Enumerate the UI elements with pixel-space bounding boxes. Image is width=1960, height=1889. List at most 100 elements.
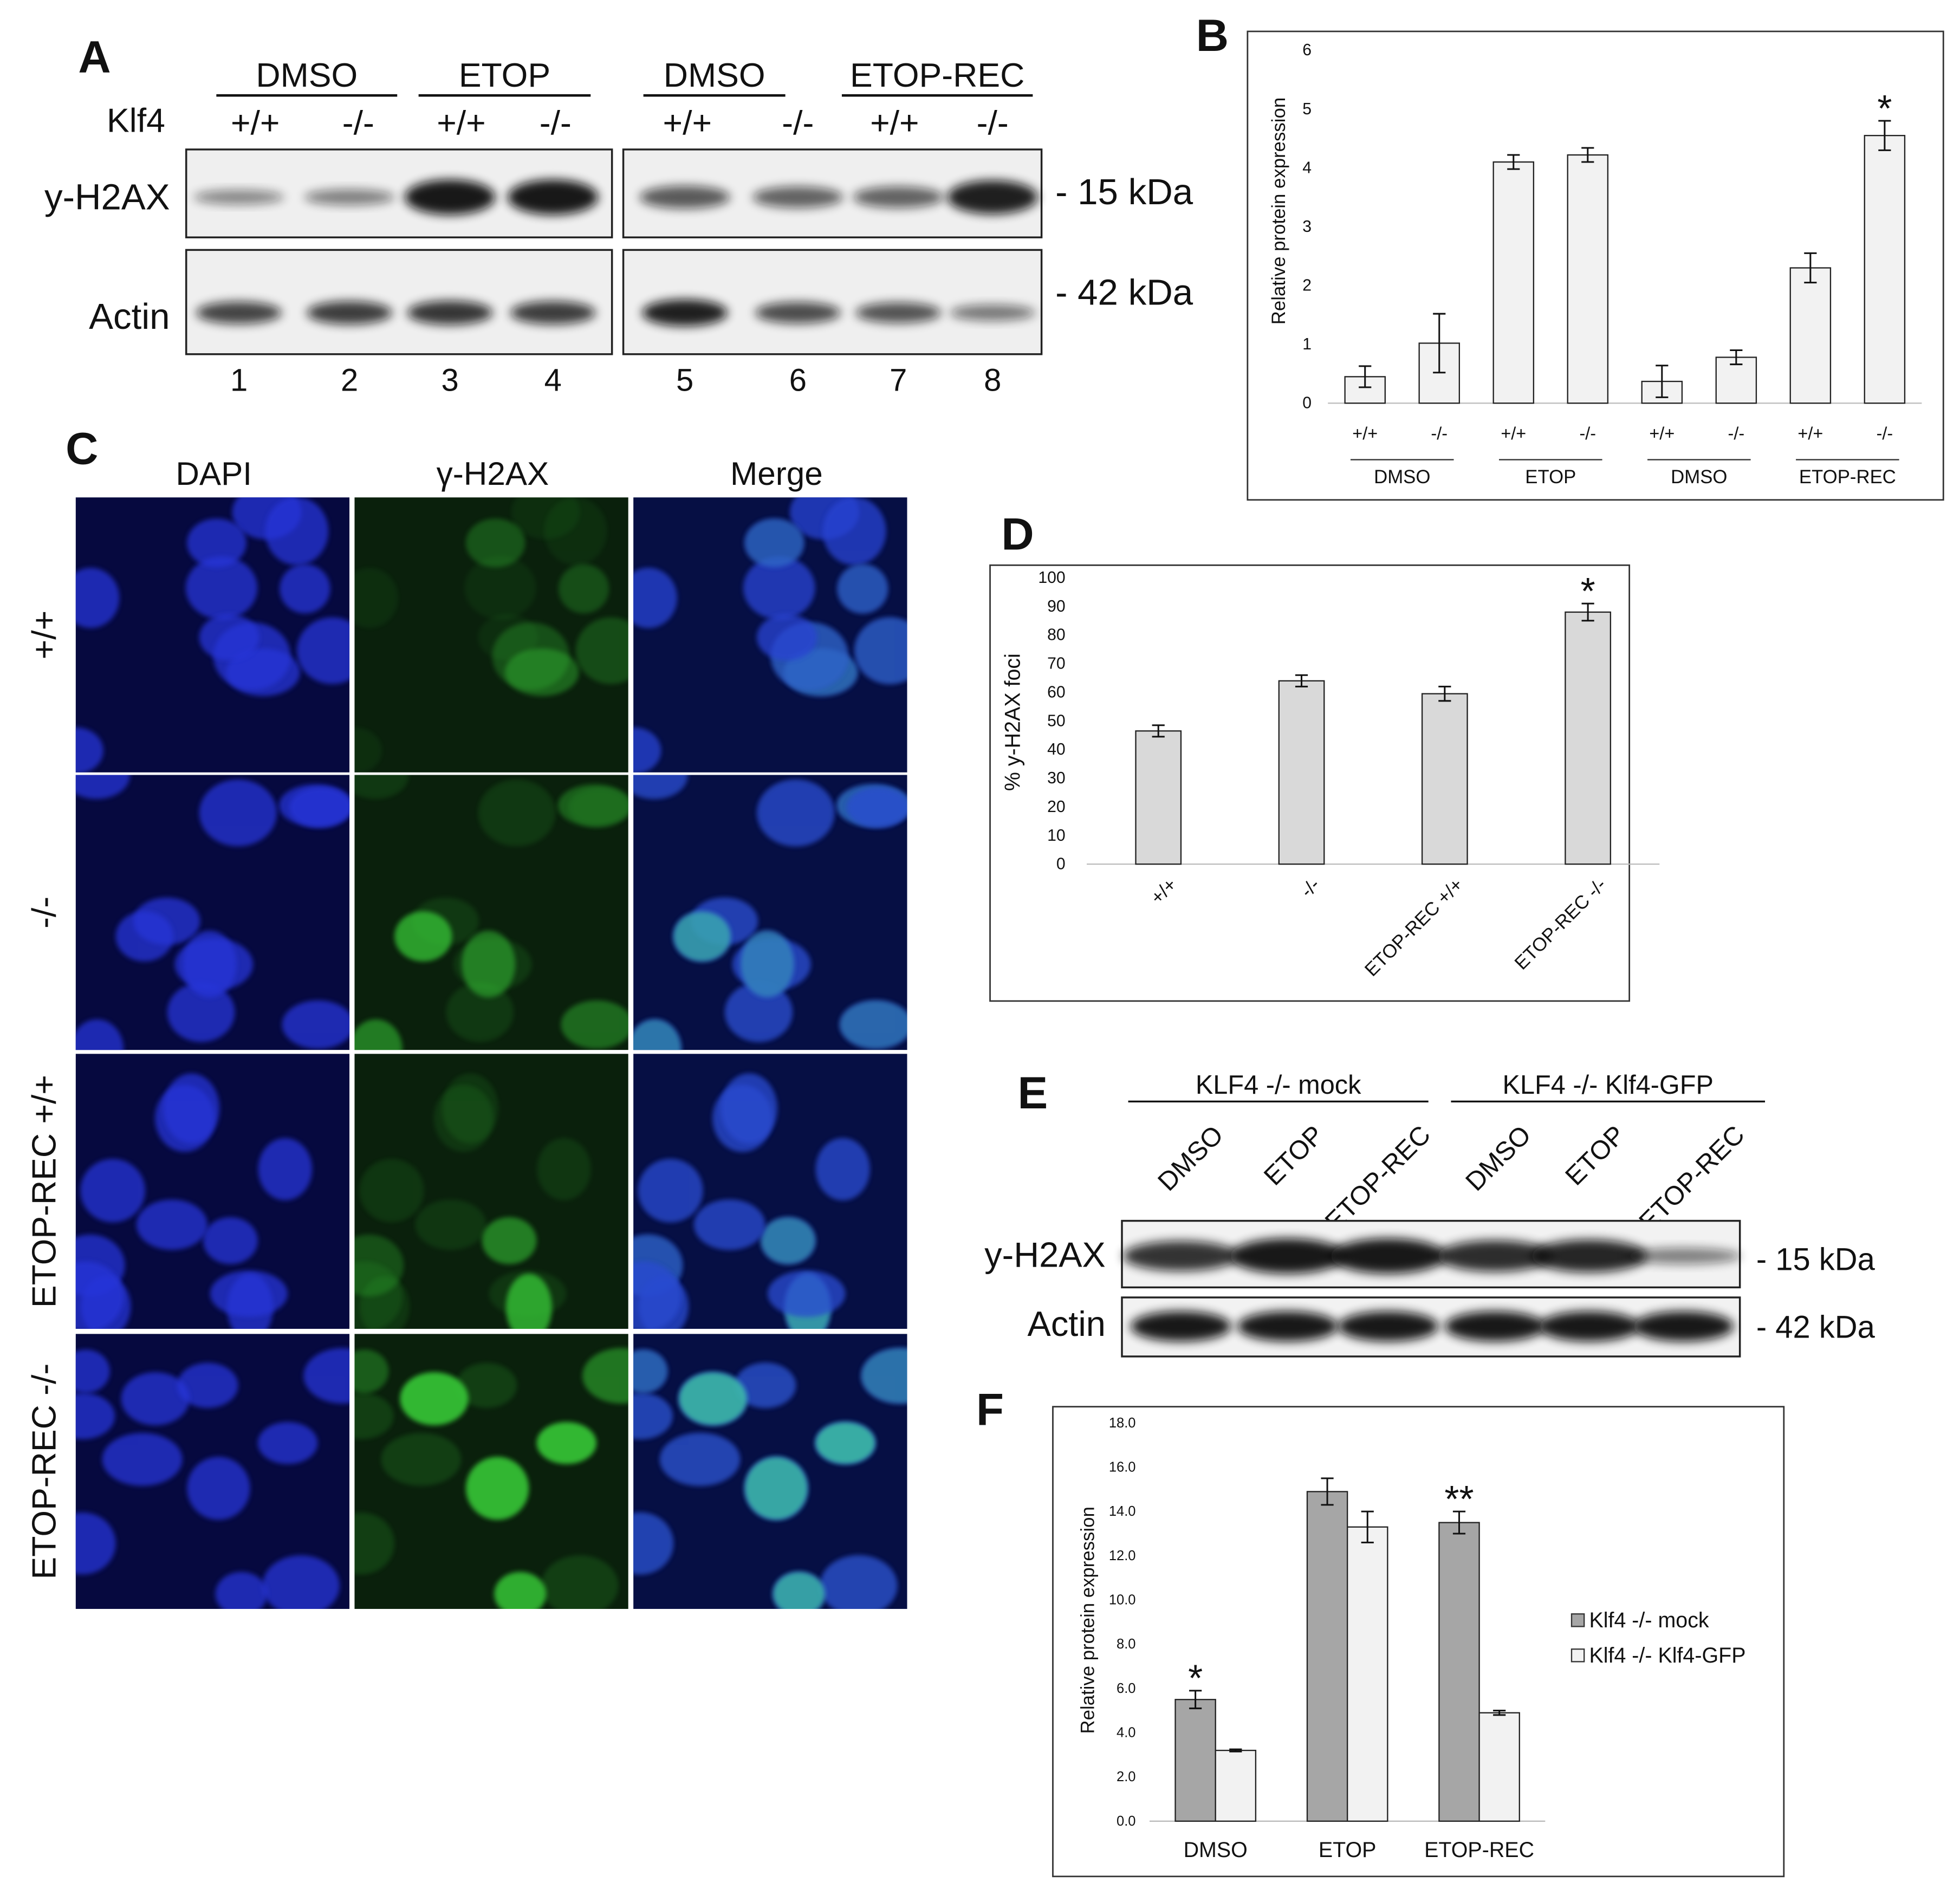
y-tick-label: 10.0 xyxy=(1109,1592,1136,1607)
nucleus-overlay xyxy=(735,1362,796,1408)
genotype-label: +/+ xyxy=(437,104,485,142)
error-bar xyxy=(1359,365,1372,388)
nucleus xyxy=(75,568,120,628)
x-tick-label: +/+ xyxy=(1501,424,1526,443)
blot-band xyxy=(1131,1311,1231,1342)
nucleus xyxy=(262,1555,340,1609)
nucleus-overlay xyxy=(820,1555,898,1609)
micrograph xyxy=(75,1334,350,1609)
nucleus-overlay xyxy=(633,568,677,628)
y-tick-label: 4.0 xyxy=(1117,1725,1135,1740)
y-tick-label: 0.0 xyxy=(1117,1814,1135,1829)
nucleus xyxy=(456,1362,517,1408)
lane-number: 2 xyxy=(341,363,358,398)
genotype-label: -/- xyxy=(977,104,1009,142)
blot-band xyxy=(407,301,493,325)
blot-band xyxy=(1444,1311,1546,1342)
nucleus xyxy=(75,1019,124,1050)
blot-band xyxy=(1330,1238,1446,1274)
x-tick-label: +/+ xyxy=(1797,424,1823,443)
nucleus xyxy=(482,1217,537,1264)
lane-number: 4 xyxy=(544,363,562,398)
error-bar xyxy=(1507,154,1520,170)
blot-band xyxy=(1531,1239,1647,1273)
nucleus xyxy=(489,1270,567,1317)
significance-mark: * xyxy=(1581,570,1595,612)
nucleus-overlay xyxy=(757,614,817,660)
blot-band xyxy=(853,186,944,208)
error-bar xyxy=(1581,602,1594,622)
panel-label: E xyxy=(1018,1067,1048,1118)
nucleus xyxy=(199,614,259,660)
nucleus xyxy=(442,1073,498,1144)
nucleus xyxy=(354,1393,394,1439)
blot-band xyxy=(508,179,599,215)
nucleus xyxy=(177,1362,238,1408)
bar xyxy=(1492,161,1535,404)
genotype-label: +/+ xyxy=(231,104,280,142)
lane-number: 8 xyxy=(984,363,1001,398)
nucleus xyxy=(75,1393,115,1439)
micrograph xyxy=(75,497,350,773)
nucleus xyxy=(75,1261,124,1329)
error-bar xyxy=(1295,674,1308,687)
y-tick-label: 14.0 xyxy=(1109,1504,1136,1519)
row-label: Actin xyxy=(1028,1304,1106,1343)
y-tick-label: 16.0 xyxy=(1109,1460,1136,1475)
nucleus xyxy=(536,1421,597,1464)
nucleus xyxy=(75,1349,110,1393)
y-tick-label: 3 xyxy=(1302,218,1312,236)
error-bar xyxy=(1321,1477,1334,1506)
genotype-title: Klf4 xyxy=(107,102,165,140)
error-bar xyxy=(1189,1690,1202,1710)
y-tick-label: 60 xyxy=(1047,683,1066,701)
nucleus-overlay xyxy=(840,1000,907,1049)
nucleus-overlay xyxy=(633,1019,682,1050)
nucleus xyxy=(478,779,556,847)
nucleus-overlay xyxy=(694,1199,765,1250)
blot-band xyxy=(1437,1240,1553,1272)
row-label: +/+ xyxy=(25,611,63,659)
nucleus xyxy=(582,1348,628,1404)
nucleus xyxy=(465,518,525,568)
micrograph xyxy=(354,497,628,773)
nucleus-overlay xyxy=(633,1393,673,1439)
group-label: DMSO xyxy=(1671,467,1727,488)
blot-band xyxy=(1237,1311,1338,1342)
error-bar xyxy=(1452,1510,1466,1535)
nucleus xyxy=(257,1421,318,1464)
error-bar xyxy=(1878,120,1891,151)
bar xyxy=(1306,1491,1348,1822)
bar xyxy=(1135,730,1182,865)
nucleus xyxy=(282,1000,350,1049)
nucleus xyxy=(544,497,607,566)
nucleus xyxy=(187,1457,250,1520)
nucleus-overlay xyxy=(757,779,835,847)
nucleus xyxy=(465,1457,529,1520)
x-tick-label: -/- xyxy=(1431,424,1448,443)
y-tick-label: 4 xyxy=(1302,159,1312,177)
size-label: - 15 kDa xyxy=(1756,1242,1875,1277)
nucleus xyxy=(258,1138,313,1200)
nucleus xyxy=(354,1019,403,1050)
bar xyxy=(1438,1522,1480,1822)
nucleus xyxy=(136,1199,207,1250)
group-label: ETOP-REC xyxy=(850,56,1024,94)
nucleus xyxy=(354,1512,395,1575)
nucleus-overlay xyxy=(837,564,888,614)
lane-number: 7 xyxy=(890,363,907,398)
y-tick-label: 6.0 xyxy=(1117,1681,1135,1696)
micrograph xyxy=(633,775,907,1050)
nucleus-overlay xyxy=(660,1433,741,1486)
nucleus xyxy=(462,930,516,998)
panel-label: A xyxy=(78,31,111,82)
nucleus xyxy=(265,497,329,566)
y-tick-label: 2 xyxy=(1302,277,1312,295)
size-label: - 15 kDa xyxy=(1055,172,1193,212)
blot-band xyxy=(1230,1238,1346,1274)
nucleus xyxy=(400,1372,469,1425)
x-tick-label: ETOP xyxy=(1319,1838,1377,1862)
y-axis-title: Relative protein expression xyxy=(1078,1507,1098,1734)
genotype-label: -/- xyxy=(782,104,814,142)
